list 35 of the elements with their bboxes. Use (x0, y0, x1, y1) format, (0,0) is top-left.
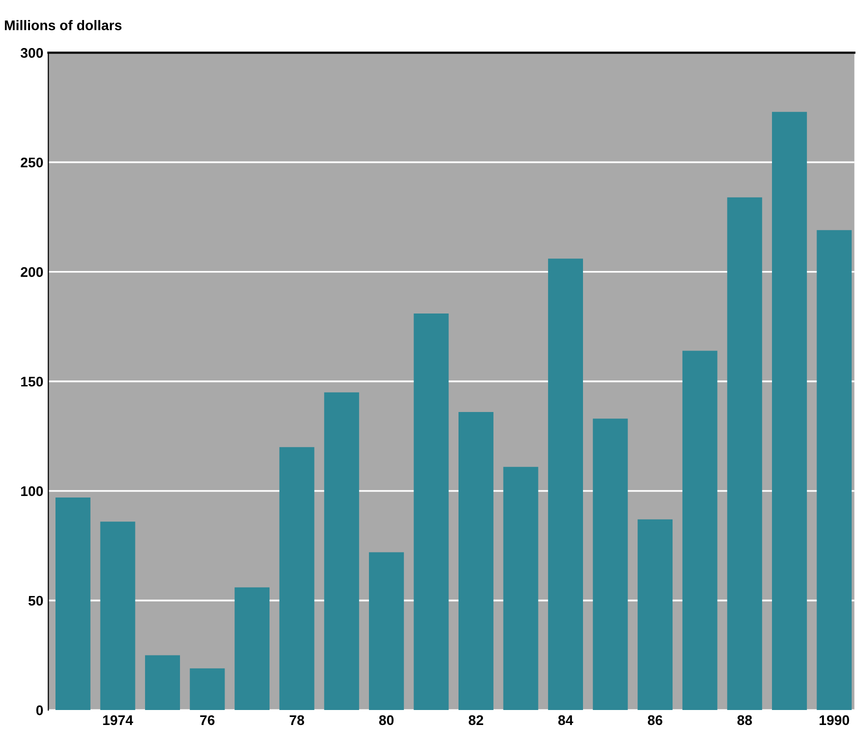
bar (234, 587, 270, 710)
y-tick-label: 250 (20, 158, 43, 168)
x-tick-label: 84 (558, 715, 574, 726)
bar (548, 258, 584, 710)
bar (414, 313, 449, 710)
x-tick-label: 80 (379, 715, 394, 726)
bar (145, 655, 180, 710)
x-tick-label: 86 (648, 715, 662, 726)
x-tick-label: 1990 (820, 715, 850, 726)
x-tick-label: 76 (200, 715, 215, 726)
bar (324, 392, 360, 710)
bar (55, 498, 90, 710)
bar (592, 418, 628, 710)
x-tick-label: 1974 (103, 715, 134, 726)
bar (772, 112, 807, 710)
x-tick-label: 88 (737, 715, 752, 726)
x-tick-label: 78 (290, 715, 304, 726)
bar (279, 447, 314, 710)
bar (638, 519, 673, 710)
bar (368, 552, 404, 710)
y-tick-label: 300 (20, 48, 43, 58)
bar (682, 350, 718, 710)
y-tick-label: 100 (21, 486, 43, 496)
y-tick-label: 200 (20, 267, 43, 277)
bar (458, 412, 494, 710)
y-tick-label: 150 (21, 376, 43, 387)
x-tick-label: 82 (468, 715, 484, 726)
y-axis-title: Millions of dollars (4, 20, 122, 30)
y-tick-label: 0 (36, 705, 43, 716)
bar (190, 668, 225, 710)
bar (727, 197, 762, 710)
bar (100, 522, 136, 710)
bar (503, 466, 538, 710)
y-tick-label: 50 (28, 596, 43, 606)
bar (816, 230, 852, 710)
